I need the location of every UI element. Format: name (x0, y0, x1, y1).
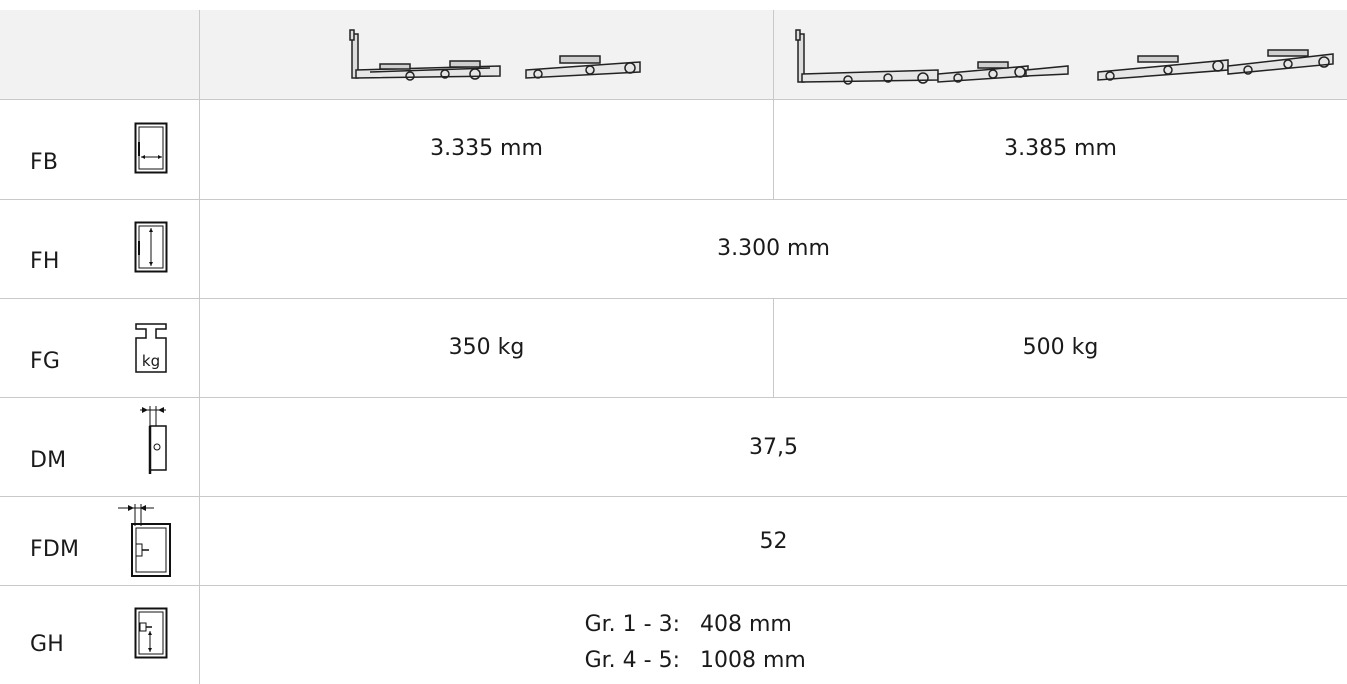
row-label-fh: FH (30, 249, 60, 274)
dm-value: 37,5 (749, 435, 798, 460)
gh-line-1-key: Gr. 1 - 3: (584, 612, 680, 637)
row-label-fb: FB (30, 150, 59, 175)
row-label-fdm: FDM (30, 537, 80, 562)
weight-icon-label: kg (141, 352, 161, 370)
handle-height-icon (134, 607, 168, 659)
row-divider (0, 298, 1347, 299)
fg-value-left: 350 kg (448, 335, 525, 360)
width-icon (134, 122, 168, 174)
gh-line-2-value: 1008 mm (700, 648, 806, 673)
row-divider (0, 585, 1347, 586)
gh-line-2: Gr. 4 - 5: 1008 mm (530, 648, 806, 673)
column-divider (773, 10, 774, 99)
fh-value: 3.300 mm (717, 236, 830, 261)
fg-value-right: 500 kg (1022, 335, 1099, 360)
row-divider (0, 199, 1347, 200)
row-label-dm: DM (30, 448, 67, 473)
column-divider (773, 99, 774, 199)
fb-value-left: 3.335 mm (430, 136, 543, 161)
gh-line-1: Gr. 1 - 3: 408 mm (530, 612, 792, 637)
row-label-gh: GH (30, 632, 64, 657)
gh-line-1-value: 408 mm (700, 612, 792, 637)
fdm-value: 52 (759, 529, 788, 554)
row-label-fg: FG (30, 349, 61, 374)
row-divider (0, 99, 1347, 100)
row-divider (0, 496, 1347, 497)
hardware-set-2-parts-image (349, 29, 641, 81)
height-icon (134, 221, 168, 273)
weight-icon (135, 323, 167, 373)
column-divider (773, 298, 774, 397)
sash-rebate-icon (118, 504, 171, 577)
fb-value-right: 3.385 mm (1004, 136, 1117, 161)
table-header-row (0, 10, 1347, 99)
column-divider (199, 10, 200, 684)
backset-icon (140, 406, 167, 474)
hardware-set-4-parts-image (795, 29, 1334, 85)
gh-line-2-key: Gr. 4 - 5: (584, 648, 680, 673)
row-divider (0, 397, 1347, 398)
